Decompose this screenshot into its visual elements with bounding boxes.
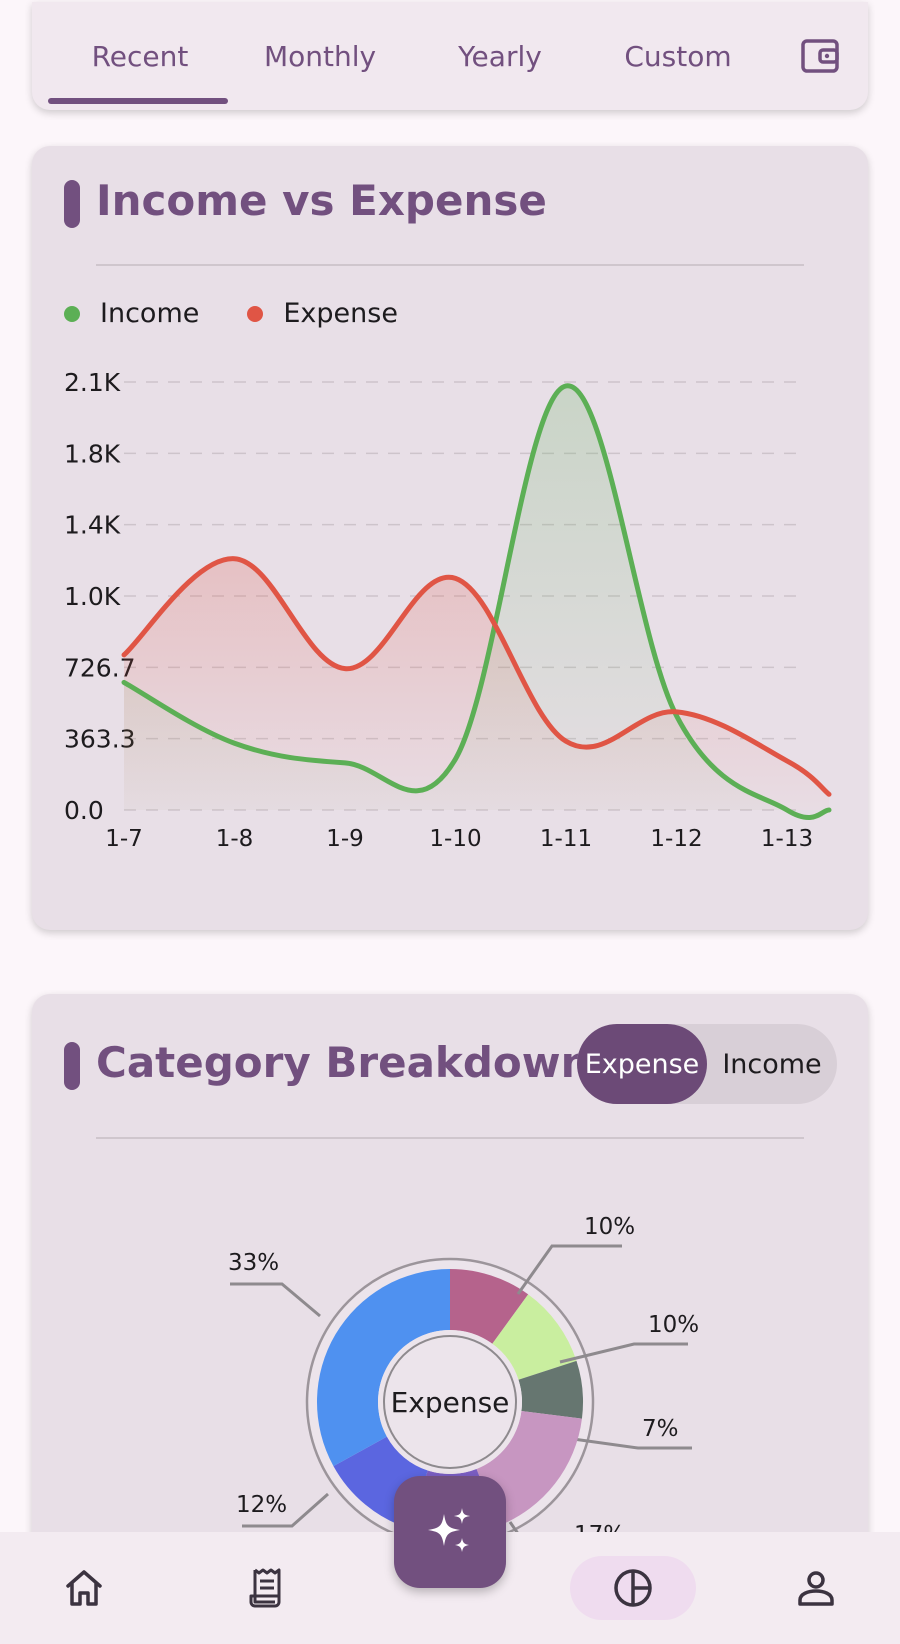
sparkle-icon [428,1508,470,1552]
tab-custom[interactable]: Custom [624,40,732,73]
y-tick-label: 363.3 [64,725,136,754]
y-tick-label: 1.8K [64,439,121,468]
slice-percent-label: 33% [228,1250,279,1276]
tab-yearly[interactable]: Yearly [458,40,542,73]
home-icon[interactable] [62,1566,106,1610]
y-tick-label: 1.4K [64,511,121,540]
legend-expense[interactable]: Expense [247,298,398,329]
x-tick-label: 1-10 [429,826,481,852]
x-tick-label: 1-12 [650,826,702,852]
period-tabs: Recent Monthly Yearly Custom [32,2,868,110]
ai-fab-button[interactable] [394,1476,506,1588]
toggle-income[interactable]: Income [722,1048,822,1080]
series-area-income [124,385,829,818]
donut-inner-ring [383,1335,517,1469]
chart-legend: Income Expense [64,298,446,329]
slice-percent-label: 10% [648,1312,699,1338]
expense-dot-icon [247,305,264,322]
divider [96,264,804,266]
donut-chart: 10%10%7%17%12%33%Expense [228,1214,699,1554]
donut-hole [378,1330,522,1474]
slice-percent-label: 12% [236,1492,287,1518]
donut-slice[interactable] [450,1269,529,1344]
series-line-income [121,383,832,820]
line-chart: 0.0 363.3 726.7 1.0K 1.4K 1.8K 2.1K 1-7 1-8 1-9 1-… [64,368,832,852]
slice-leader-line [516,1244,622,1295]
donut-slice[interactable] [316,1269,450,1467]
title-accent-bar [64,180,80,228]
wallet-icon[interactable] [800,36,840,76]
donut-slice[interactable] [518,1360,583,1419]
tab-monthly[interactable]: Monthly [263,40,377,73]
donut-slice[interactable] [492,1294,577,1380]
x-tick-label: 1-8 [216,826,254,852]
toggle-expense[interactable]: Expense [577,1024,707,1104]
x-tick-label: 1-7 [105,826,143,852]
type-toggle: Expense Income [577,1024,837,1104]
y-tick-label: 2.1K [64,368,121,397]
pie-chart-icon[interactable] [611,1566,655,1610]
legend-income-label: Income [100,298,200,329]
slice-leader-line [559,1342,688,1364]
tab-recent[interactable]: Recent [91,40,189,73]
x-tick-label: 1-11 [540,826,592,852]
x-tick-label: 1-9 [326,826,364,852]
slice-percent-label: 7% [642,1416,679,1442]
slice-leader-line [230,1282,321,1318]
y-tick-label: 0.0 [64,796,104,825]
slice-leader-line [242,1492,329,1528]
divider [96,1137,804,1139]
person-icon[interactable] [794,1566,838,1610]
title-accent-bar [64,1042,80,1090]
income-expense-title: Income vs Expense [96,176,547,225]
slice-leader-line [565,1436,692,1450]
category-breakdown-card: Category Breakdown Expense Income 10% 10%… [32,994,868,1554]
donut-center-label: Expense [391,1386,510,1419]
category-breakdown-title: Category Breakdown [96,1038,591,1087]
y-tick-label: 726.7 [64,653,136,682]
series-line-expense [121,556,832,797]
active-tab-indicator [48,98,228,104]
income-expense-card: Income vs Expense Income Expense 0.0 363.… [32,146,868,930]
x-tick-label: 1-13 [761,826,813,852]
legend-income[interactable]: Income [64,298,199,329]
receipt-icon[interactable] [245,1566,289,1610]
income-dot-icon [64,305,80,322]
y-tick-label: 1.0K [64,582,121,611]
slice-percent-label: 10% [584,1214,635,1240]
legend-expense-label: Expense [283,298,398,329]
